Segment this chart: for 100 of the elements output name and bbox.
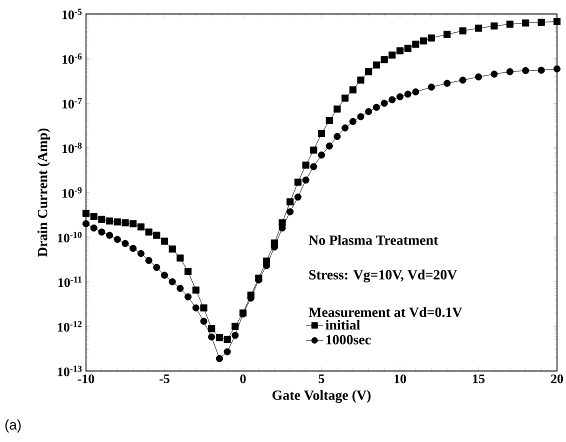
point (428, 84, 435, 91)
point (232, 332, 239, 339)
point (459, 76, 466, 84)
x-tick-label: -10 (78, 374, 94, 384)
point (302, 176, 310, 184)
point (294, 178, 302, 186)
point (372, 61, 380, 69)
point (310, 146, 318, 154)
point (326, 142, 333, 150)
point (474, 24, 482, 32)
point (506, 20, 514, 28)
point (490, 22, 498, 30)
point (90, 224, 98, 232)
point (349, 118, 356, 126)
legend-label: initial (326, 320, 360, 330)
point (553, 65, 561, 72)
point (168, 278, 176, 286)
point (160, 238, 168, 245)
point (176, 254, 184, 262)
point (334, 132, 341, 140)
point (522, 67, 530, 74)
point (334, 106, 341, 113)
point (145, 256, 152, 264)
point (396, 93, 404, 100)
x-tick-label: -5 (160, 374, 170, 384)
point (428, 34, 435, 42)
y-tick-label: 10$^{-9}$ (62, 187, 82, 198)
point (184, 268, 192, 276)
y-axis-title: Drain Current (Amp) (37, 128, 50, 257)
point (200, 318, 208, 325)
point (474, 73, 482, 80)
point (184, 293, 192, 300)
point (310, 163, 318, 170)
point (90, 212, 98, 220)
point (208, 333, 216, 340)
point (153, 264, 160, 271)
point (490, 70, 498, 78)
point (444, 80, 451, 87)
y-tick-label: 10$^{-11}$ (58, 276, 82, 287)
point (216, 334, 223, 342)
point (122, 219, 129, 226)
point (404, 44, 412, 52)
point (522, 19, 530, 26)
y-tick-label: 10$^{-7}$ (62, 98, 82, 108)
point (137, 223, 144, 230)
x-tick-label: 20 (551, 374, 563, 384)
point (404, 90, 412, 98)
point (232, 322, 239, 330)
point (160, 272, 168, 279)
point (412, 40, 420, 48)
annotation: No Plasma Treatment (308, 235, 438, 245)
point (98, 216, 106, 223)
point (145, 228, 152, 236)
point (444, 30, 451, 38)
point (380, 56, 388, 64)
y-tick-label: 10$^{-12}$ (58, 321, 82, 332)
point (388, 52, 396, 59)
y-tick-label: 10$^{-5}$ (62, 8, 82, 20)
y-tick-label: 10$^{-6}$ (62, 53, 82, 64)
point (224, 336, 231, 343)
point (153, 232, 160, 239)
point (372, 104, 380, 111)
x-tick-label: 10 (394, 374, 406, 384)
annotation: Stress: Vg=10V, Vd=20V (309, 270, 458, 282)
point (357, 76, 364, 84)
point (192, 304, 200, 312)
legend-label: 1000sec (326, 335, 371, 344)
point (114, 236, 121, 243)
point (357, 113, 364, 120)
point (318, 152, 326, 159)
point (208, 325, 216, 332)
point (286, 198, 294, 206)
point (200, 304, 208, 312)
point (302, 162, 310, 169)
point (342, 94, 349, 102)
point (380, 100, 388, 107)
point (98, 228, 106, 236)
point (342, 124, 349, 132)
point (538, 18, 545, 26)
point (459, 27, 466, 34)
point (216, 355, 223, 362)
point (114, 218, 121, 226)
annotation: Measurement at Vd=0.1V (308, 307, 462, 318)
point (122, 240, 129, 248)
point (286, 208, 294, 216)
point (388, 96, 396, 104)
point (106, 217, 114, 225)
y-tick-label: 10$^{-13}$ (58, 366, 82, 376)
text: (a) (5, 419, 21, 432)
point (506, 68, 514, 76)
point (349, 86, 356, 94)
x-axis-title: Gate Voltage (V) (272, 390, 371, 403)
point (106, 232, 114, 239)
point (326, 116, 333, 124)
point (396, 47, 404, 54)
point (294, 194, 302, 201)
x-tick-label: 0 (240, 374, 246, 384)
point (137, 250, 144, 258)
point (538, 66, 545, 74)
point (176, 284, 184, 292)
